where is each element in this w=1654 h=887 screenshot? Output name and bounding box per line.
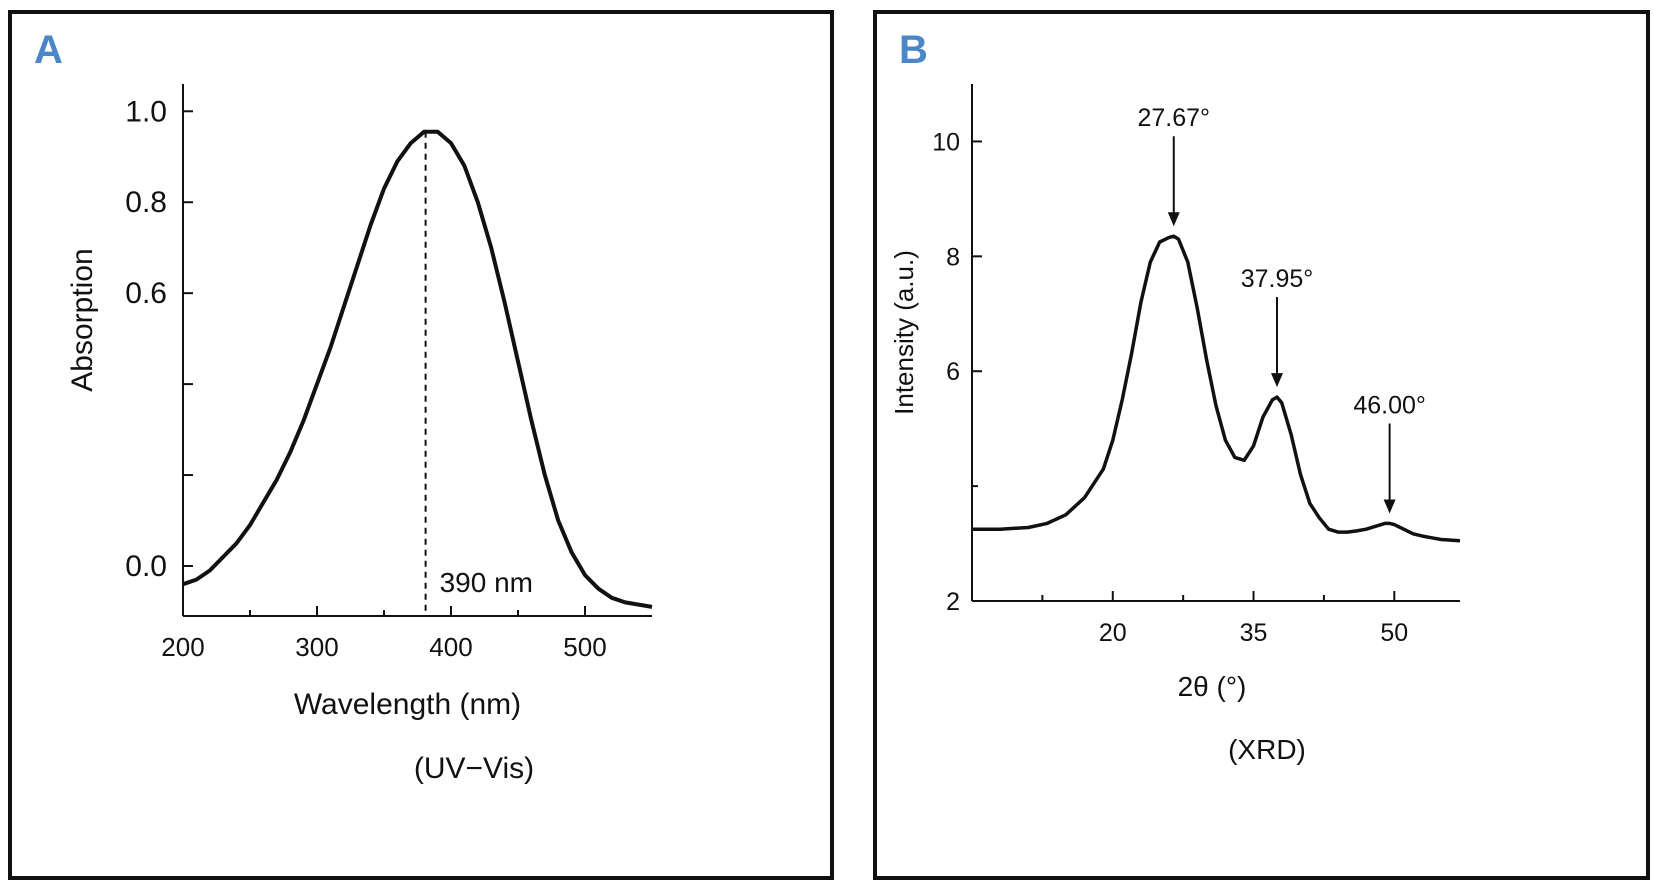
x-axis-label: 2θ (°) (1178, 671, 1247, 702)
x-axis-label: Wavelength (nm) (294, 688, 521, 721)
x-tick-label: 35 (1240, 619, 1268, 647)
x-tick-label: 400 (429, 632, 472, 662)
y-tick-label: 1.0 (125, 95, 167, 128)
y-tick-label: 0.8 (125, 186, 167, 219)
uv-vis-series-line (182, 129, 653, 609)
y-tick-label: 0.0 (125, 550, 167, 583)
peak-arrow-head (1167, 212, 1180, 227)
uv-vis-chart: 0.0 0.6 0.8 1.0 200 300 400 500 390 nm Wavelength… (66, 84, 653, 785)
x-tick-label: 20 (1099, 619, 1127, 647)
x-tick-label: 200 (161, 632, 204, 662)
y-tick-label: 2 (946, 588, 960, 616)
chart-caption: (UV−Vis) (414, 752, 534, 785)
y-tick-label: 8 (946, 243, 960, 271)
peak-label: 37.95° (1241, 265, 1314, 293)
x-tick-label: 300 (295, 632, 338, 662)
y-tick-label: 10 (932, 128, 960, 156)
peak-annotation-label: 390 nm (440, 567, 533, 598)
peak-arrow-head (1271, 373, 1283, 388)
y-tick-label: 0.6 (125, 277, 167, 310)
xrd-series-line (972, 234, 1461, 543)
panel-b: B 2 6 8 10 20 35 50 27.67° 37.95° 46.00° 2θ (°) Int… (873, 10, 1650, 880)
x-tick-label: 500 (563, 632, 606, 662)
chart-caption: (XRD) (1228, 734, 1306, 765)
x-tick-label: 50 (1380, 619, 1408, 647)
y-tick-label: 6 (946, 358, 960, 386)
peak-label: 27.67° (1137, 104, 1210, 132)
panel-a-letter: A (34, 28, 63, 72)
panel-b-letter: B (899, 28, 928, 72)
peak-label: 46.00° (1353, 391, 1426, 419)
peak-arrow-head (1383, 499, 1396, 514)
y-axis-label: Absorption (66, 248, 99, 391)
y-axis-label: Intensity (a.u.) (889, 250, 919, 415)
xrd-chart: 2 6 8 10 20 35 50 27.67° 37.95° 46.00° 2θ (°) Inten… (889, 84, 1461, 765)
panel-a: A 0.0 0.6 0.8 1.0 200 300 400 500 390 nm Waveleng… (8, 10, 834, 880)
